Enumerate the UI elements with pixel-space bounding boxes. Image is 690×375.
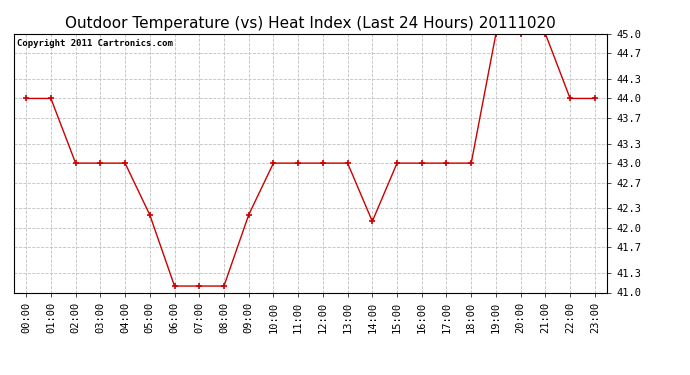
Title: Outdoor Temperature (vs) Heat Index (Last 24 Hours) 20111020: Outdoor Temperature (vs) Heat Index (Las… — [65, 16, 556, 31]
Text: Copyright 2011 Cartronics.com: Copyright 2011 Cartronics.com — [17, 39, 172, 48]
